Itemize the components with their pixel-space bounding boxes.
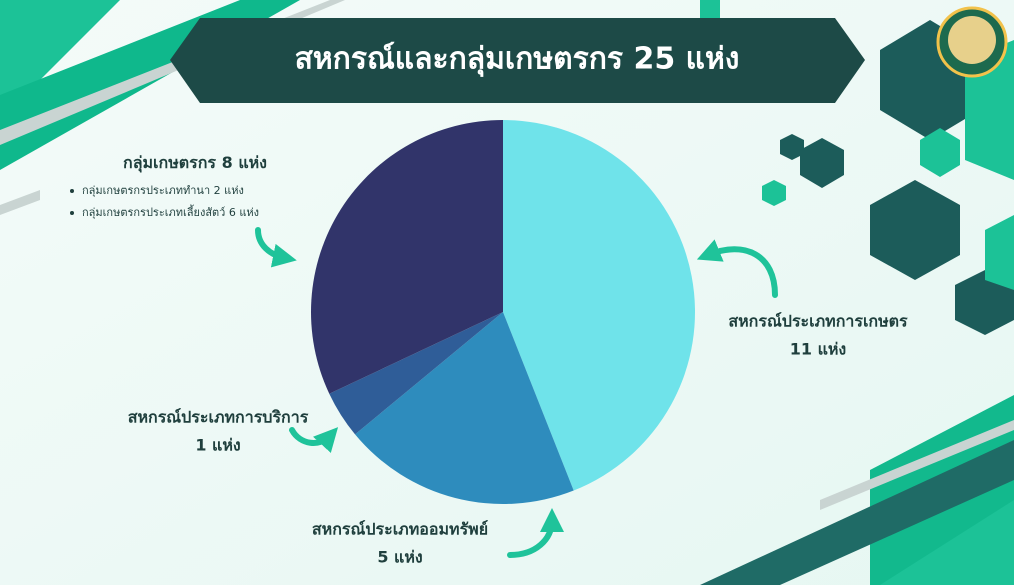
- pie-slice: [503, 120, 696, 491]
- annotation: กลุ่มเกษตรกรประเภทเลี้ยงสัตว์ 6 แห่ง: [82, 204, 259, 219]
- pie-slice: [355, 312, 574, 505]
- chart-title: สหกรณ์และกลุ่มเกษตรกร 25 แห่ง: [295, 42, 740, 78]
- value-label: 11 แห่ง: [790, 340, 847, 359]
- category-label: สหกรณ์ประเภทออมทรัพย์: [312, 520, 488, 539]
- category-label: สหกรณ์ประเภทการเกษตร: [728, 312, 908, 331]
- arrows: [255, 227, 778, 558]
- category-label: สหกรณ์ประเภทการบริการ: [128, 408, 309, 427]
- category-label: กลุ่มเกษตรกร: [123, 153, 216, 173]
- slice-label: กลุ่มเกษตรกร 8 แห่ง: [123, 153, 267, 173]
- pie-slice: [329, 312, 503, 435]
- pie-slice: [311, 120, 503, 394]
- value-label: 1 แห่ง: [195, 436, 240, 455]
- annotation: กลุ่มเกษตรกรประเภททำนา 2 แห่ง: [82, 184, 244, 197]
- value-label: 8 แห่ง: [222, 153, 267, 172]
- bullet: [70, 211, 74, 215]
- value-label: 5 แห่ง: [377, 548, 422, 567]
- bullet: [70, 189, 74, 193]
